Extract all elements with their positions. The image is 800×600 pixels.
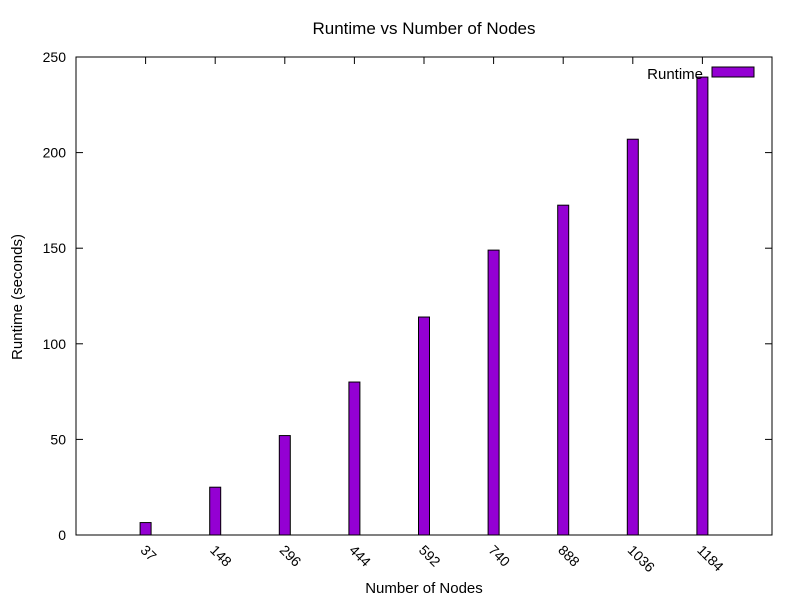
y-tick-label: 250 <box>43 49 67 65</box>
x-tick-label: 888 <box>555 542 583 570</box>
legend: Runtime <box>647 66 755 83</box>
bar <box>626 138 639 536</box>
x-tick-label: 1036 <box>625 542 658 575</box>
x-tick-label: 592 <box>416 542 444 570</box>
y-tick-label: 0 <box>58 527 66 543</box>
y-tick-label: 150 <box>43 240 67 256</box>
x-tick-label: 740 <box>485 542 513 570</box>
bar <box>278 435 291 536</box>
x-tick-label: 296 <box>277 542 305 570</box>
bar <box>139 522 152 536</box>
x-tick-label: 444 <box>346 542 374 570</box>
bar <box>418 316 430 536</box>
bar <box>348 381 361 536</box>
bar <box>487 249 500 536</box>
x-tick-label: 37 <box>137 542 159 564</box>
x-axis-label: Number of Nodes <box>365 580 483 597</box>
bar <box>557 204 570 536</box>
y-axis-label: Runtime (seconds) <box>9 234 26 360</box>
bar <box>696 76 709 536</box>
x-tick-label: 148 <box>207 542 235 570</box>
legend-swatch <box>711 66 755 78</box>
y-tick-label: 200 <box>43 145 67 161</box>
x-tick-label: 1184 <box>694 542 727 575</box>
y-tick-label: 50 <box>50 431 66 447</box>
legend-label: Runtime <box>647 66 703 83</box>
bar <box>209 486 222 536</box>
chart-title: Runtime vs Number of Nodes <box>313 19 536 38</box>
y-tick-label: 100 <box>43 336 67 352</box>
plot-area: 0 50 100 150 200 250 37 148 296 444 592 740 888 1036 1… <box>43 49 773 575</box>
